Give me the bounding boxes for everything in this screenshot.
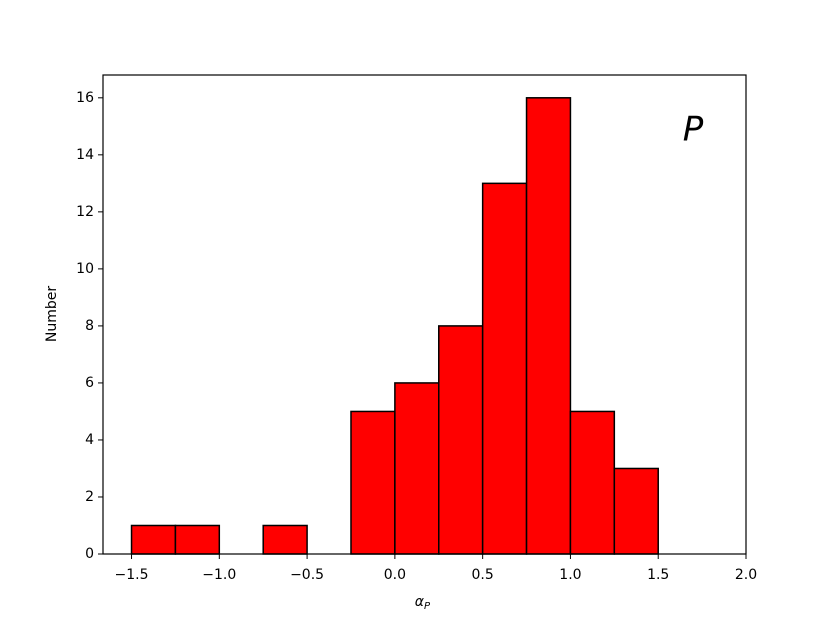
y-tick-label: 8 [85, 318, 94, 334]
x-tick-label: 0.0 [384, 567, 406, 583]
bar [438, 325, 484, 555]
y-tick-label: 12 [76, 204, 94, 220]
bar [350, 410, 396, 555]
x-tick-label: 1.0 [559, 567, 581, 583]
bar [569, 410, 616, 555]
bar [174, 524, 221, 555]
x-axis-label: α [415, 594, 425, 610]
x-tick-label: −1.5 [115, 567, 149, 583]
annotation: P [683, 110, 704, 150]
x-tick-label: 2.0 [735, 567, 757, 583]
bar [525, 97, 572, 555]
x-tick-label: 1.5 [647, 567, 669, 583]
y-tick-label: 10 [76, 261, 94, 277]
y-tick-label: 16 [76, 90, 94, 106]
bar [262, 524, 308, 555]
y-axis-label: Number [44, 286, 60, 342]
y-tick-label: 14 [76, 147, 94, 163]
y-tick-label: 2 [85, 489, 94, 505]
plot-frame [102, 74, 747, 555]
bar [481, 182, 528, 555]
y-tick-label: 6 [85, 375, 94, 391]
bar [130, 524, 177, 555]
x-tick-label: −1.0 [202, 567, 236, 583]
y-tick-label: 0 [85, 546, 94, 562]
y-tick-label: 4 [85, 432, 94, 448]
x-tick-label: −0.5 [290, 567, 324, 583]
x-tick-label: 0.5 [472, 567, 494, 583]
x-axis-label-subscript: P [424, 601, 431, 612]
bar [394, 382, 440, 555]
bar [613, 467, 659, 555]
